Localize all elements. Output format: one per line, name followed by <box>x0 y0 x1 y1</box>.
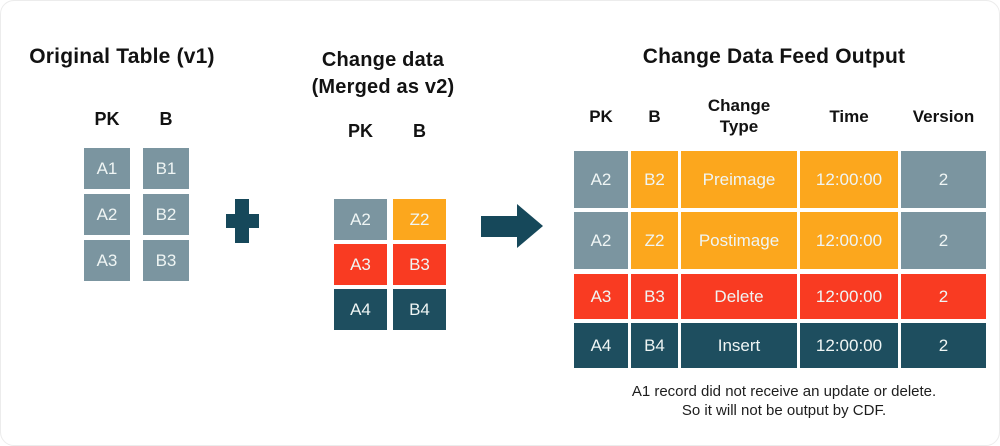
table-cell: 2 <box>901 212 986 269</box>
table-cell: A2 <box>574 212 628 269</box>
table-cell: 12:00:00 <box>800 151 898 208</box>
table-cell: B3 <box>393 244 446 285</box>
table-cell: 2 <box>901 151 986 208</box>
arrow-head <box>517 204 543 248</box>
change-table-headers: PK B <box>334 121 446 142</box>
table-row: A4 B4 <box>334 289 446 330</box>
column-header-label: B <box>648 106 661 126</box>
table-cell: Postimage <box>681 212 797 269</box>
table-cell: 2 <box>901 323 986 368</box>
column-header-b: B <box>413 121 426 141</box>
table-cell: A2 <box>574 151 628 208</box>
table-row: A1 B1 <box>84 148 189 189</box>
arrow-body <box>481 216 519 237</box>
footnote: A1 record did not receive an update or d… <box>554 382 999 420</box>
original-table-title: Original Table (v1) <box>29 45 215 68</box>
table-cell: A1 <box>84 148 130 189</box>
table-cell: A4 <box>334 289 387 330</box>
table-cell: Delete <box>681 274 797 319</box>
table-row: A3 B3 <box>84 240 189 281</box>
plus-icon-horizontal-bar <box>226 214 259 228</box>
cdf-output-title: Change Data Feed Output <box>642 45 906 68</box>
table-cell: B2 <box>631 151 678 208</box>
cdf-table-headers: PK B Change Type Time Version <box>574 91 986 141</box>
column-header-change-type: Change Type <box>681 91 797 141</box>
table-cell: 12:00:00 <box>800 212 898 269</box>
table-cell: A2 <box>334 199 387 240</box>
table-row: A2 Z2 <box>334 199 446 240</box>
column-header-time: Time <box>800 91 898 141</box>
column-header-b: B <box>631 91 678 141</box>
column-header-pk: PK <box>574 91 628 141</box>
table-cell: A3 <box>574 274 628 319</box>
change-data-title-line2: (Merged as v2) <box>311 76 455 98</box>
table-cell: A2 <box>84 194 130 235</box>
table-row: A2 Z2 Postimage 12:00:00 2 <box>574 212 986 269</box>
column-header-version: Version <box>901 91 986 141</box>
table-cell: Z2 <box>393 199 446 240</box>
column-header-label: Time <box>829 106 869 126</box>
table-cell: 12:00:00 <box>800 323 898 368</box>
column-header-pk: PK <box>347 121 373 141</box>
table-cell: B3 <box>631 274 678 319</box>
change-data-title-line1: Change data <box>321 49 445 71</box>
change-data-title: Change data (Merged as v2) <box>273 47 493 101</box>
column-header-label: Version <box>912 106 975 126</box>
column-header-b: B <box>159 109 173 129</box>
cdf-output-table: A2 B2 Preimage 12:00:00 2 A2 Z2 Postimag… <box>574 151 986 368</box>
table-row: A2 B2 <box>84 194 189 235</box>
table-cell: B1 <box>143 148 189 189</box>
table-cell: B4 <box>393 289 446 330</box>
table-row: A2 B2 Preimage 12:00:00 2 <box>574 151 986 208</box>
table-cell: A3 <box>84 240 130 281</box>
arrow-right-icon <box>481 204 543 249</box>
column-header-label: PK <box>589 106 613 126</box>
table-cell: B4 <box>631 323 678 368</box>
plus-icon <box>226 199 259 243</box>
table-cell: A3 <box>334 244 387 285</box>
table-cell: B3 <box>143 240 189 281</box>
table-cell: Z2 <box>631 212 678 269</box>
column-header-label: Change Type <box>707 96 771 136</box>
table-row: A4 B4 Insert 12:00:00 2 <box>574 323 986 368</box>
table-cell: B2 <box>143 194 189 235</box>
footnote-line1: A1 record did not receive an update or d… <box>631 383 937 400</box>
table-cell: Insert <box>681 323 797 368</box>
table-row: A3 B3 Delete 12:00:00 2 <box>574 274 986 319</box>
table-cell: A4 <box>574 323 628 368</box>
table-cell: 2 <box>901 274 986 319</box>
column-header-pk: PK <box>94 109 120 129</box>
change-data-table: A2 Z2 A3 B3 A4 B4 <box>334 199 446 330</box>
table-cell: Preimage <box>681 151 797 208</box>
footnote-line2: So it will not be output by CDF. <box>681 402 887 419</box>
table-row: A3 B3 <box>334 244 446 285</box>
original-table-headers: PK B <box>84 109 189 130</box>
table-cell: 12:00:00 <box>800 274 898 319</box>
original-table: A1 B1 A2 B2 A3 B3 <box>84 148 189 281</box>
